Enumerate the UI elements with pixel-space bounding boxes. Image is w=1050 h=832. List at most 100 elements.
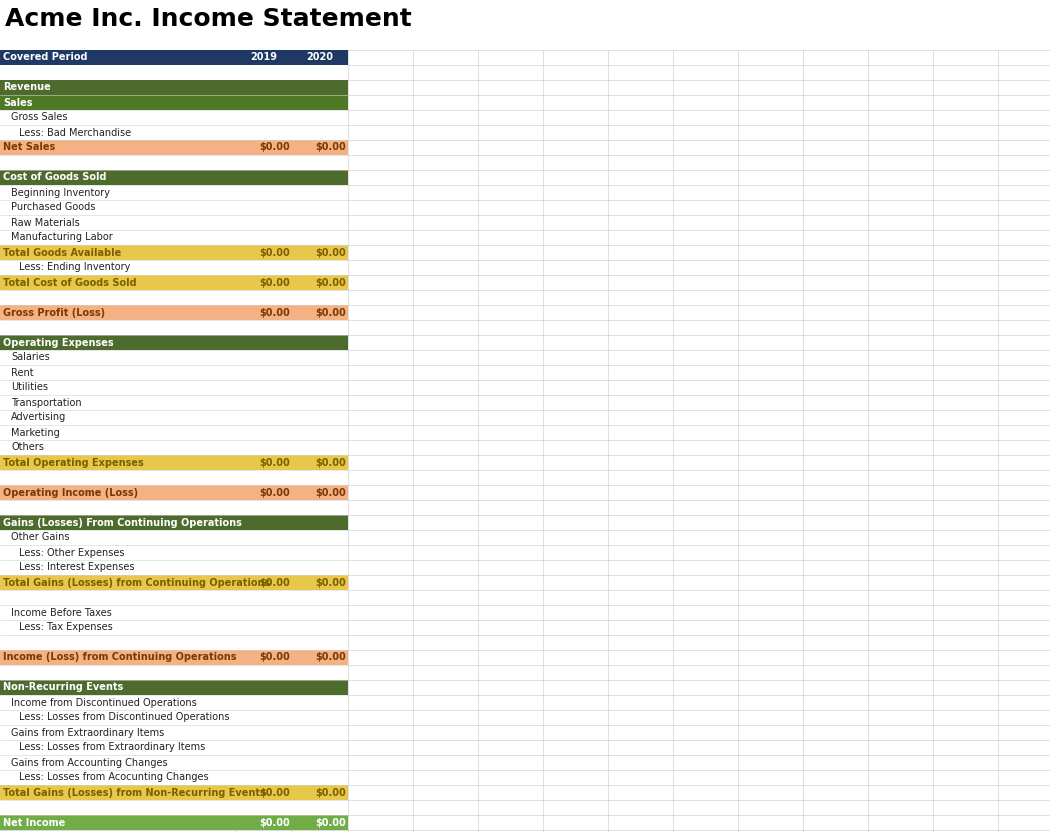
Bar	[0, 725, 348, 740]
Bar	[0, 110, 348, 125]
Bar	[0, 350, 348, 365]
Text: Others: Others	[10, 443, 44, 453]
Bar	[0, 590, 348, 605]
Bar	[0, 425, 348, 440]
Text: Less: Tax Expenses: Less: Tax Expenses	[19, 622, 112, 632]
Bar	[0, 515, 348, 530]
Bar	[0, 50, 348, 65]
Text: Marketing: Marketing	[10, 428, 60, 438]
Bar	[0, 545, 348, 560]
Bar	[0, 185, 348, 200]
Text: $0.00: $0.00	[259, 308, 290, 318]
Text: Net Sales: Net Sales	[3, 142, 56, 152]
Bar	[0, 800, 348, 815]
Text: $0.00: $0.00	[315, 652, 346, 662]
Text: Total Gains (Losses) from Continuing Operations: Total Gains (Losses) from Continuing Ope…	[3, 577, 270, 587]
Bar	[0, 380, 348, 395]
Text: $0.00: $0.00	[315, 247, 346, 257]
Text: $0.00: $0.00	[259, 818, 290, 828]
Text: $0.00: $0.00	[315, 818, 346, 828]
Text: $0.00: $0.00	[315, 458, 346, 468]
Text: Covered Period: Covered Period	[3, 52, 87, 62]
Text: Less: Bad Merchandise: Less: Bad Merchandise	[19, 127, 131, 137]
Text: Gross Sales: Gross Sales	[10, 112, 67, 122]
Bar	[0, 290, 348, 305]
Text: Sales: Sales	[3, 97, 33, 107]
Text: Total Goods Available: Total Goods Available	[3, 247, 121, 257]
Text: Operating Income (Loss): Operating Income (Loss)	[3, 488, 139, 498]
Text: $0.00: $0.00	[259, 142, 290, 152]
Text: $0.00: $0.00	[259, 652, 290, 662]
Text: Operating Expenses: Operating Expenses	[3, 338, 113, 348]
Text: $0.00: $0.00	[259, 577, 290, 587]
Bar	[0, 470, 348, 485]
Text: $0.00: $0.00	[315, 308, 346, 318]
Bar	[0, 650, 348, 665]
Bar	[0, 245, 348, 260]
Text: Less: Ending Inventory: Less: Ending Inventory	[19, 263, 130, 273]
Text: Total Operating Expenses: Total Operating Expenses	[3, 458, 144, 468]
Text: $0.00: $0.00	[259, 247, 290, 257]
Text: Gross Profit (Loss): Gross Profit (Loss)	[3, 308, 105, 318]
Text: $0.00: $0.00	[315, 788, 346, 798]
Bar	[0, 95, 348, 110]
Bar	[0, 620, 348, 635]
Text: Acme Inc. Income Statement: Acme Inc. Income Statement	[5, 7, 412, 31]
Text: Net Income: Net Income	[3, 818, 65, 828]
Text: $0.00: $0.00	[315, 142, 346, 152]
Bar	[0, 740, 348, 755]
Text: Total Cost of Goods Sold: Total Cost of Goods Sold	[3, 278, 136, 288]
Bar	[0, 680, 348, 695]
Text: Manufacturing Labor: Manufacturing Labor	[10, 232, 112, 242]
Text: Less: Interest Expenses: Less: Interest Expenses	[19, 562, 134, 572]
Bar	[0, 665, 348, 680]
Text: Purchased Goods: Purchased Goods	[10, 202, 96, 212]
Text: Cost of Goods Sold: Cost of Goods Sold	[3, 172, 106, 182]
Text: $0.00: $0.00	[315, 278, 346, 288]
Text: Income Before Taxes: Income Before Taxes	[10, 607, 111, 617]
Text: Other Gains: Other Gains	[10, 532, 69, 542]
Bar	[0, 695, 348, 710]
Bar	[0, 155, 348, 170]
Bar	[0, 785, 348, 800]
Bar	[0, 395, 348, 410]
Bar	[0, 260, 348, 275]
Bar	[0, 635, 348, 650]
Bar	[0, 80, 348, 95]
Text: Rent: Rent	[10, 368, 34, 378]
Bar	[0, 410, 348, 425]
Text: Non-Recurring Events: Non-Recurring Events	[3, 682, 123, 692]
Text: 2020: 2020	[307, 52, 334, 62]
Text: $0.00: $0.00	[259, 788, 290, 798]
Bar	[0, 530, 348, 545]
Bar	[0, 305, 348, 320]
Text: Less: Losses from Extraordinary Items: Less: Losses from Extraordinary Items	[19, 742, 205, 752]
Bar	[0, 440, 348, 455]
Bar	[0, 320, 348, 335]
Text: Less: Other Expenses: Less: Other Expenses	[19, 547, 125, 557]
Text: Gains from Accounting Changes: Gains from Accounting Changes	[10, 757, 168, 767]
Bar	[0, 455, 348, 470]
Text: $0.00: $0.00	[259, 278, 290, 288]
Bar	[0, 275, 348, 290]
Bar	[0, 755, 348, 770]
Bar	[0, 125, 348, 140]
Text: Revenue: Revenue	[3, 82, 50, 92]
Text: Less: Losses from Acocunting Changes: Less: Losses from Acocunting Changes	[19, 772, 209, 783]
Text: $0.00: $0.00	[315, 577, 346, 587]
Bar	[0, 605, 348, 620]
Bar	[0, 815, 348, 830]
Text: Gains (Losses) From Continuing Operations: Gains (Losses) From Continuing Operation…	[3, 518, 242, 527]
Bar	[0, 215, 348, 230]
Bar	[0, 770, 348, 785]
Bar	[0, 575, 348, 590]
Text: $0.00: $0.00	[315, 488, 346, 498]
Text: 2019: 2019	[251, 52, 277, 62]
Text: Beginning Inventory: Beginning Inventory	[10, 187, 110, 197]
Bar	[0, 65, 348, 80]
Text: Salaries: Salaries	[10, 353, 49, 363]
Text: Gains from Extraordinary Items: Gains from Extraordinary Items	[10, 727, 164, 737]
Bar	[0, 230, 348, 245]
Text: Less: Losses from Discontinued Operations: Less: Losses from Discontinued Operation…	[19, 712, 230, 722]
Text: Income from Discontinued Operations: Income from Discontinued Operations	[10, 697, 196, 707]
